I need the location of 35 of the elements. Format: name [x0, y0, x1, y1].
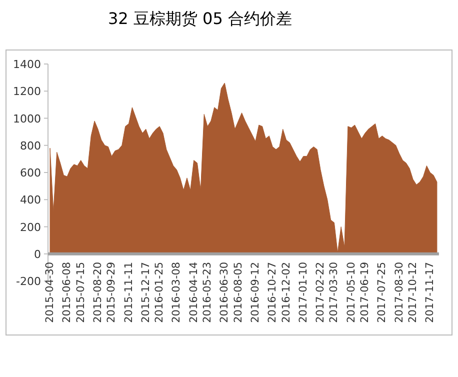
x-tick-label: 2015-07-15: [74, 262, 87, 323]
x-tick-label: 2016-09-12: [249, 262, 262, 323]
y-tick-label: 1000: [13, 112, 41, 126]
x-tick-label: 2017-08-30: [393, 262, 406, 323]
y-tick-label: -200: [16, 275, 41, 288]
x-tick-label: 2015-09-29: [106, 262, 118, 323]
x-tick-label: 2015-11-11: [122, 262, 135, 323]
x-tick-label: 2015-12-17: [140, 262, 152, 323]
x-tick-label: 2016-06-30: [218, 262, 231, 323]
x-tick-label: 2016-03-08: [170, 262, 183, 323]
x-tick-label: 2015-04-30: [44, 262, 56, 323]
y-tick-label: 800: [20, 139, 41, 152]
x-tick-label: 2016-08-05: [232, 262, 244, 323]
y-tick-label: 600: [20, 166, 41, 180]
x-tick-label: 2017-07-25: [376, 262, 388, 323]
x-tick-label: 2016-04-14: [188, 262, 200, 323]
x-tick-label: 2017-10-12: [406, 262, 419, 323]
y-tick-label: 1200: [13, 85, 41, 98]
y-tick-label: 400: [20, 194, 41, 207]
x-tick-label: 2017-01-10: [297, 262, 310, 323]
x-tick-label: 2016-10-27: [266, 262, 279, 323]
x-tick-label: 2016-12-02: [280, 262, 292, 323]
x-tick-label: 2017-11-17: [424, 262, 436, 323]
x-tick-label: 2017-03-30: [328, 262, 340, 323]
chart-title: 32 豆棕期货 05 合约价差: [108, 9, 292, 28]
x-tick-label: 2016-01-25: [154, 262, 166, 323]
x-tick-label: 2015-08-20: [92, 262, 104, 323]
x-tick-label: 2017-05-10: [345, 262, 358, 323]
x-tick-label: 2015-06-08: [61, 262, 74, 323]
y-tick-label: 200: [20, 220, 41, 234]
x-tick-label: 2016-05-23: [202, 262, 214, 323]
x-tick-label: 2017-06-19: [359, 262, 372, 323]
y-tick-label: 0: [34, 248, 41, 261]
y-tick-label: 1400: [13, 58, 41, 71]
x-tick-label: 2017-02-22: [314, 262, 327, 323]
